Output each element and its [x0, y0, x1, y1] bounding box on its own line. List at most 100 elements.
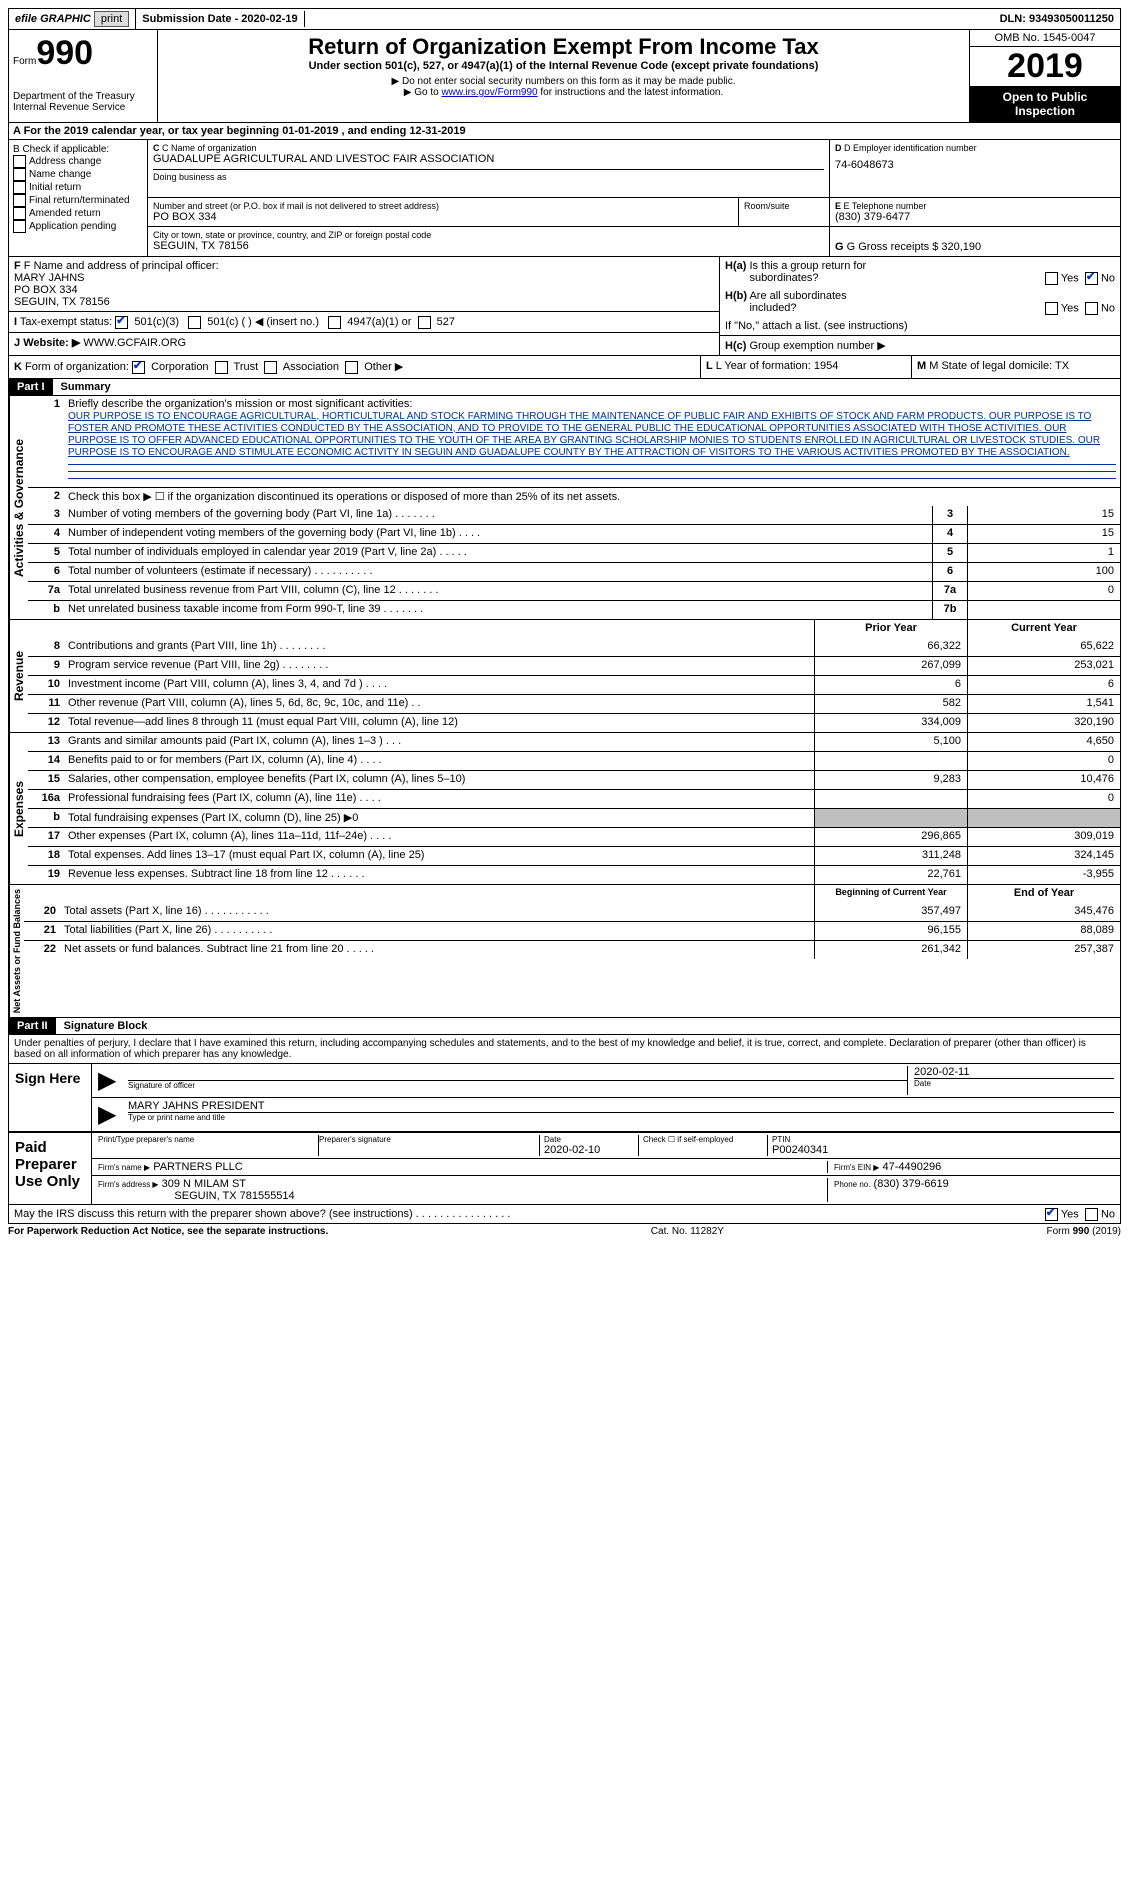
box-c-name-label: C Name of organization: [162, 143, 257, 153]
sig-officer-label: Signature of officer: [128, 1081, 907, 1090]
summary-row: 4 Number of independent voting members o…: [28, 524, 1120, 543]
officer-name-title: MARY JAHNS PRESIDENT: [128, 1100, 1114, 1113]
summary-row: 6 Total number of volunteers (estimate i…: [28, 562, 1120, 581]
expense-row: 18 Total expenses. Add lines 13–17 (must…: [28, 846, 1120, 865]
form-title: Return of Organization Exempt From Incom…: [162, 34, 965, 60]
row-a-period: A For the 2019 calendar year, or tax yea…: [8, 123, 1121, 140]
cb-hb-no[interactable]: [1085, 302, 1098, 315]
officer-addr2: SEGUIN, TX 78156: [14, 296, 714, 308]
netasset-row: 20 Total assets (Part X, line 16) . . . …: [24, 903, 1120, 921]
box-f-label: F Name and address of principal officer:: [24, 260, 219, 272]
omb-number: OMB No. 1545-0047: [970, 30, 1120, 47]
footer-right: Form 990 (2019): [1047, 1226, 1121, 1237]
opt-corp: Corporation: [151, 361, 208, 373]
sign-arrow-icon-2: ▶: [98, 1100, 128, 1129]
section-netassets: Net Assets or Fund Balances Beginning of…: [8, 885, 1121, 1018]
preparer-sig-label: Preparer's signature: [319, 1135, 539, 1144]
cb-corp[interactable]: [132, 361, 145, 374]
cb-amended[interactable]: Amended return: [29, 208, 101, 219]
firm-name: PARTNERS PLLC: [153, 1161, 242, 1173]
submission-date: 2020-02-19: [241, 13, 297, 25]
cb-name-change[interactable]: Name change: [29, 169, 91, 180]
cb-initial-return[interactable]: Initial return: [29, 182, 81, 193]
revenue-row: 9 Program service revenue (Part VIII, li…: [28, 656, 1120, 675]
mission-text: OUR PURPOSE IS TO ENCOURAGE AGRICULTURAL…: [68, 411, 1100, 458]
expense-row: 16a Professional fundraising fees (Part …: [28, 789, 1120, 808]
officer-name: MARY JAHNS: [14, 272, 714, 284]
part1-title: Summary: [53, 379, 119, 395]
preparer-date-label: Date: [544, 1135, 634, 1144]
cb-address-change[interactable]: Address change: [29, 156, 101, 167]
note-link-pre: ▶ Go to: [404, 87, 442, 98]
cb-527[interactable]: [418, 316, 431, 329]
efile-label: efile GRAPHIC: [15, 13, 91, 25]
print-button[interactable]: print: [94, 11, 129, 27]
opt-501c: 501(c) ( ) ◀ (insert no.): [207, 316, 319, 328]
cb-discuss-yes[interactable]: [1045, 1208, 1058, 1221]
form-header: Form990 Department of the Treasury Inter…: [8, 30, 1121, 123]
cb-other[interactable]: [345, 361, 358, 374]
box-b: B Check if applicable: Address change Na…: [9, 140, 148, 256]
cb-ha-yes[interactable]: [1045, 272, 1058, 285]
ha-no: No: [1101, 272, 1115, 284]
cb-trust[interactable]: [215, 361, 228, 374]
expense-row: 19 Revenue less expenses. Subtract line …: [28, 865, 1120, 884]
cb-hb-yes[interactable]: [1045, 302, 1058, 315]
expense-row: 17 Other expenses (Part IX, column (A), …: [28, 827, 1120, 846]
officer-addr1: PO BOX 334: [14, 284, 714, 296]
h-note: If "No," attach a list. (see instruction…: [720, 317, 1120, 335]
sidelabel-exp: Expenses: [9, 733, 28, 884]
summary-row: 7a Total unrelated business revenue from…: [28, 581, 1120, 600]
org-city: SEGUIN, TX 78156: [153, 240, 824, 252]
sign-arrow-icon: ▶: [98, 1066, 128, 1095]
discuss-yes: Yes: [1061, 1208, 1079, 1220]
summary-row: b Net unrelated business taxable income …: [28, 600, 1120, 619]
form-number: 990: [36, 34, 93, 72]
cb-ha-no[interactable]: [1085, 272, 1098, 285]
open-inspection: Open to Public Inspection: [970, 86, 1120, 122]
cb-assoc[interactable]: [264, 361, 277, 374]
cb-501c3[interactable]: [115, 316, 128, 329]
room-label: Room/suite: [744, 201, 824, 211]
cb-discuss-no[interactable]: [1085, 1208, 1098, 1221]
paid-preparer-label: Paid Preparer Use Only: [9, 1133, 92, 1204]
box-l-label: L Year of formation:: [716, 360, 811, 372]
name-title-label: Type or print name and title: [128, 1113, 1114, 1122]
expense-row: b Total fundraising expenses (Part IX, c…: [28, 808, 1120, 827]
preparer-name-label: Print/Type preparer's name: [98, 1135, 318, 1144]
hb-yes: Yes: [1061, 302, 1079, 314]
box-b-label: B Check if applicable:: [13, 144, 143, 155]
cb-final-return[interactable]: Final return/terminated: [29, 195, 130, 206]
cb-app-pending[interactable]: Application pending: [29, 221, 116, 232]
irs-link[interactable]: www.irs.gov/Form990: [441, 87, 537, 98]
dln-value: 93493050011250: [1029, 13, 1114, 25]
gross-receipts: 320,190: [941, 241, 981, 253]
signature-block: Under penalties of perjury, I declare th…: [8, 1035, 1121, 1224]
hdr-begin-year: Beginning of Current Year: [814, 885, 967, 903]
box-m-label: M State of legal domicile:: [929, 360, 1052, 372]
cb-501c[interactable]: [188, 316, 201, 329]
opt-501c3: 501(c)(3): [134, 316, 179, 328]
sidelabel-rev: Revenue: [9, 620, 28, 732]
identity-block: B Check if applicable: Address change Na…: [8, 140, 1121, 257]
form-label: Form: [13, 56, 36, 67]
part1-label: Part I: [9, 379, 53, 395]
firm-phone-label: Phone no.: [834, 1180, 870, 1189]
section-activities: Activities & Governance 1 Briefly descri…: [8, 396, 1121, 620]
self-employed-check[interactable]: Check ☐ if self-employed: [639, 1135, 768, 1156]
org-address: PO BOX 334: [153, 211, 733, 223]
firm-addr1: 309 N MILAM ST: [162, 1178, 246, 1190]
part2-bar: Part II Signature Block: [8, 1018, 1121, 1035]
netasset-row: 21 Total liabilities (Part X, line 26) .…: [24, 921, 1120, 940]
cb-4947[interactable]: [328, 316, 341, 329]
revenue-row: 10 Investment income (Part VIII, column …: [28, 675, 1120, 694]
line1-label: Briefly describe the organization's miss…: [68, 398, 412, 410]
part2-title: Signature Block: [56, 1018, 156, 1034]
ptin-label: PTIN: [772, 1135, 1110, 1144]
discuss-text: May the IRS discuss this return with the…: [14, 1208, 510, 1220]
summary-row: 3 Number of voting members of the govern…: [28, 506, 1120, 524]
preparer-date: 2020-02-10: [544, 1144, 634, 1156]
row-fhij: F F Name and address of principal office…: [8, 257, 1121, 356]
page-footer: For Paperwork Reduction Act Notice, see …: [8, 1224, 1121, 1239]
footer-mid: Cat. No. 11282Y: [651, 1226, 724, 1237]
